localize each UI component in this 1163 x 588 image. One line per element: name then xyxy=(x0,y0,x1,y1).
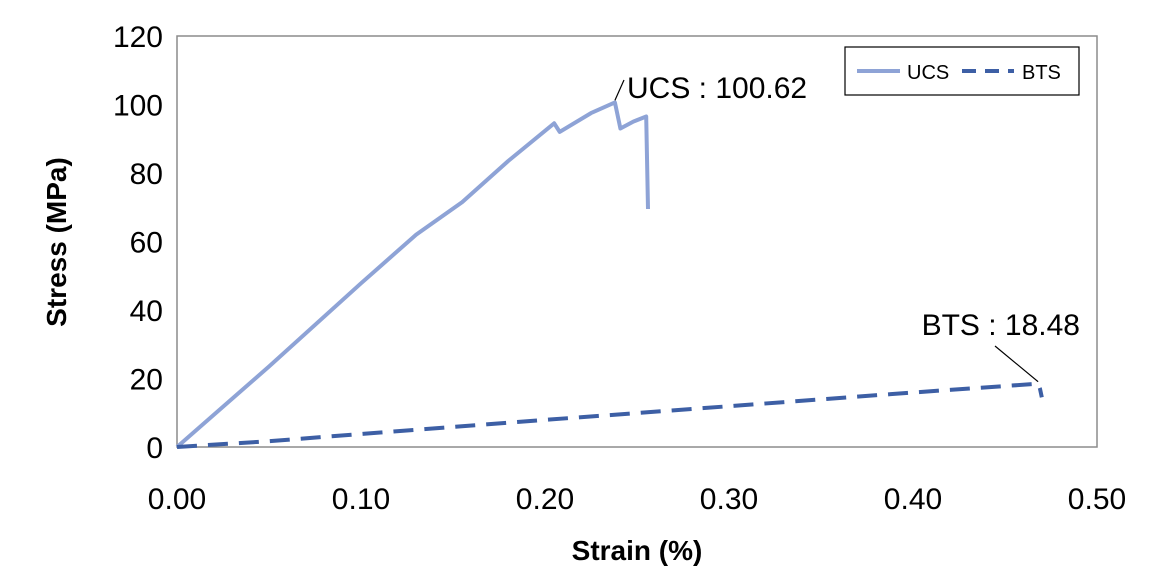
series-line-ucs xyxy=(175,100,650,449)
y-tick-label: 40 xyxy=(130,295,163,328)
y-tick-label: 80 xyxy=(130,158,163,191)
x-tick-label: 0.20 xyxy=(516,483,574,516)
annotation-label-ucs: UCS : 100.62 xyxy=(627,72,807,105)
x-tick-label: 0.00 xyxy=(148,483,206,516)
y-axis-tick-labels: 0 20 40 60 80 100 120 xyxy=(113,21,163,465)
x-axis-title: Strain (%) xyxy=(572,535,703,566)
annotation-leader-ucs xyxy=(614,79,625,101)
annotation-layer: UCS : 100.62 BTS : 18.48 xyxy=(614,72,1080,383)
plot-area xyxy=(176,35,1098,448)
annotation-label-bts: BTS : 18.48 xyxy=(922,309,1080,342)
series-layer xyxy=(175,100,1044,449)
x-tick-label: 0.10 xyxy=(332,483,390,516)
annotation-leader-bts xyxy=(994,345,1039,383)
y-axis-title: Stress (MPa) xyxy=(41,157,72,327)
y-tick-label: 60 xyxy=(130,227,163,260)
x-axis-tick-labels: 0.00 0.10 0.20 0.30 0.40 0.50 xyxy=(148,483,1126,516)
x-tick-label: 0.40 xyxy=(884,483,942,516)
y-tick-label: 0 xyxy=(146,432,163,465)
legend-label-ucs: UCS xyxy=(907,62,949,84)
y-tick-label: 120 xyxy=(113,21,163,54)
legend-label-bts: BTS xyxy=(1022,62,1061,84)
x-tick-label: 0.50 xyxy=(1068,483,1126,516)
y-tick-label: 20 xyxy=(130,364,163,397)
x-tick-label: 0.30 xyxy=(700,483,758,516)
legend: UCS BTS xyxy=(844,46,1080,96)
y-tick-label: 100 xyxy=(113,90,163,123)
